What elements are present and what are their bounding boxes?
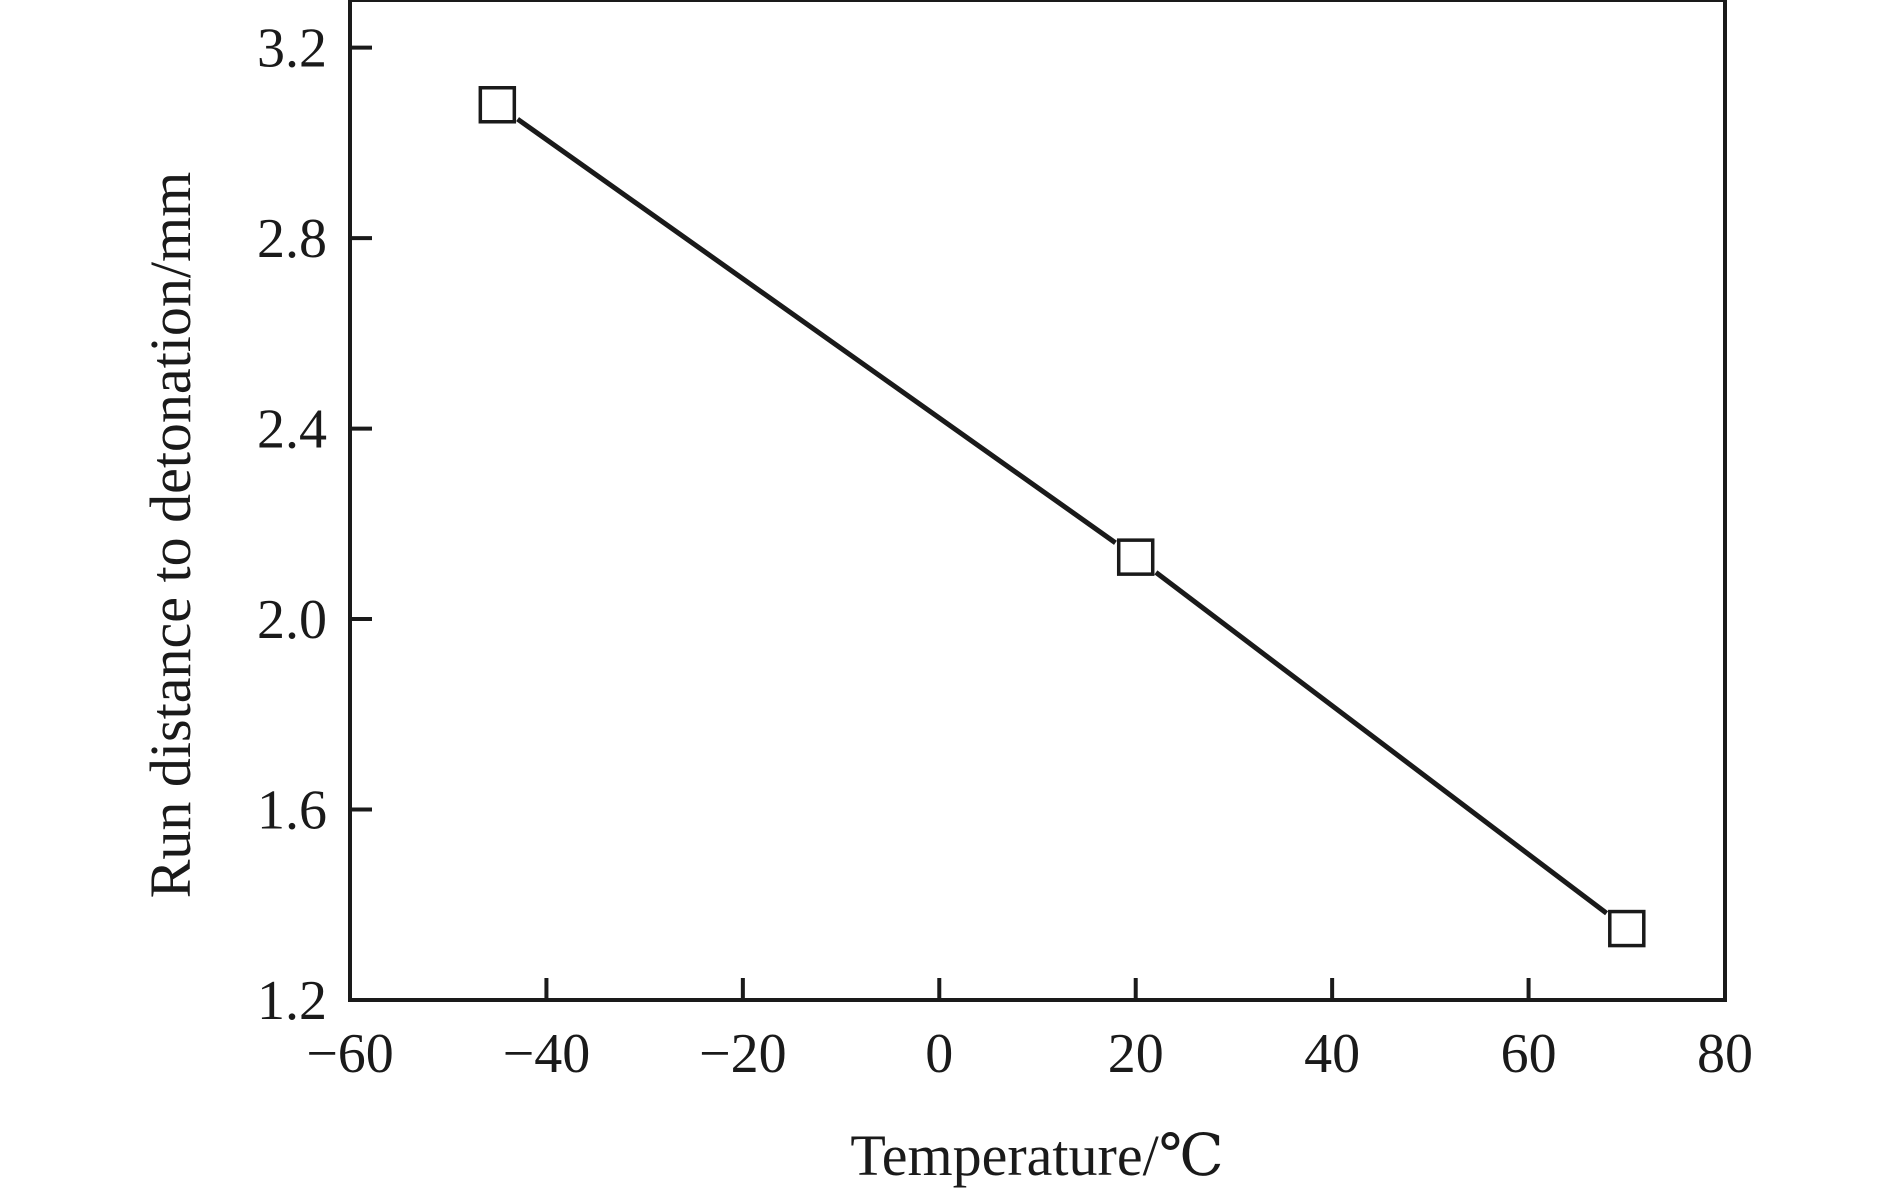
y-tick-label: 2.0 (257, 589, 327, 651)
x-tick-label: 40 (1304, 1023, 1360, 1085)
x-axis-ticks: −60 −40 −20 0 20 40 60 80 (306, 978, 1753, 1085)
y-axis-title: Run distance to detonation/mm (138, 172, 203, 899)
x-tick-label: 60 (1501, 1023, 1557, 1085)
y-tick-label: 1.6 (257, 780, 327, 842)
x-tick-label: −20 (699, 1023, 787, 1085)
x-tick-label: −40 (503, 1023, 591, 1085)
x-tick-label: 0 (925, 1023, 953, 1085)
y-tick-label: 3.2 (257, 18, 327, 80)
y-tick-label: 1.2 (257, 970, 327, 1032)
y-tick-label: 2.8 (257, 208, 327, 270)
series-line-segment (516, 117, 1117, 545)
x-tick-label: −60 (306, 1023, 394, 1085)
y-axis-ticks: 1.2 1.6 2.0 2.4 2.8 3.2 (257, 18, 372, 1032)
series-line-segment (1154, 570, 1609, 916)
data-point-marker (1116, 538, 1155, 576)
data-series (478, 86, 1646, 948)
data-point-marker (478, 86, 517, 124)
y-tick-label: 2.4 (257, 399, 327, 461)
x-tick-label: 80 (1697, 1023, 1753, 1085)
data-point-marker (1608, 909, 1646, 948)
x-tick-label: 20 (1108, 1023, 1164, 1085)
plot-frame (348, 0, 1727, 1002)
x-axis-title: Temperature/℃ (850, 1123, 1223, 1188)
